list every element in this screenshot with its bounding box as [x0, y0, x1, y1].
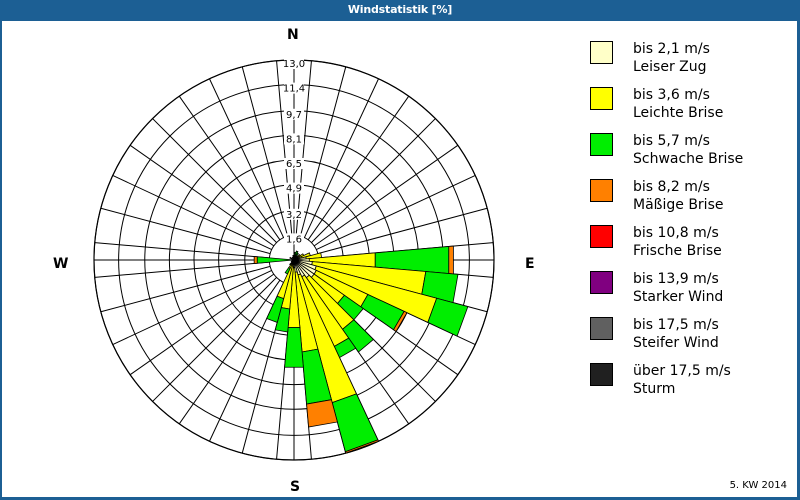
- north-label: N: [287, 27, 299, 43]
- ring-label: 8,1: [286, 134, 302, 145]
- west-label: W: [53, 256, 69, 272]
- wind-sector: [393, 310, 408, 333]
- wind-sector: [284, 267, 291, 275]
- wind-sector: [448, 245, 454, 275]
- legend-name: Mäßige Brise: [633, 197, 724, 213]
- legend-swatch: [590, 363, 613, 386]
- ring-label: 13,0: [283, 59, 305, 70]
- wind-sector: [289, 261, 293, 266]
- wind-sector: [341, 319, 375, 353]
- ring-label: 3,2: [286, 210, 302, 221]
- legend-swatch: [590, 133, 613, 156]
- legend-item: bis 5,7 m/s Schwache Brise: [590, 133, 790, 179]
- legend-name: Steifer Wind: [633, 335, 719, 351]
- legend-swatch: [590, 179, 613, 202]
- legend-range: bis 13,9 m/s: [633, 271, 719, 287]
- ring-label: 6,5: [286, 159, 302, 170]
- legend-name: Frische Brise: [633, 243, 722, 259]
- wind-sector: [266, 295, 285, 323]
- legend-item: bis 13,9 m/s Starker Wind: [590, 271, 790, 317]
- wind-sector: [292, 254, 295, 259]
- legend-item: bis 8,2 m/s Mäßige Brise: [590, 179, 790, 225]
- legend-name: Schwache Brise: [633, 151, 744, 167]
- wind-rose-plot: 1,6 3,2 4,9 6,5 8,1 9,7 11,4 13,0: [93, 58, 495, 461]
- ring-label: 11,4: [283, 84, 305, 95]
- legend-swatch: [590, 271, 613, 294]
- legend-swatch: [590, 87, 613, 110]
- wind-sector: [306, 399, 338, 428]
- legend-swatch: [590, 317, 613, 340]
- wind-sector: [253, 256, 258, 264]
- legend-range: bis 8,2 m/s: [633, 179, 710, 195]
- legend-swatch: [590, 225, 613, 248]
- wind-sector: [344, 439, 380, 454]
- legend-item: bis 2,1 m/s Leiser Zug: [590, 41, 790, 87]
- legend-item: bis 17,5 m/s Steifer Wind: [590, 317, 790, 363]
- legend-item: bis 10,8 m/s Frische Brise: [590, 225, 790, 271]
- legend-range: über 17,5 m/s: [633, 363, 731, 379]
- south-label: S: [290, 479, 301, 495]
- legend-swatch: [590, 41, 613, 64]
- wind-sector: [289, 256, 294, 260]
- legend-range: bis 17,5 m/s: [633, 317, 719, 333]
- legend-item: über 17,5 m/s Sturm: [590, 363, 790, 409]
- legend-range: bis 5,7 m/s: [633, 133, 710, 149]
- ring-label: 9,7: [286, 110, 302, 121]
- legend-range: bis 3,6 m/s: [633, 87, 710, 103]
- ring-label: 1,6: [286, 234, 302, 245]
- window-title: Windstatistik [%]: [347, 3, 453, 16]
- legend-name: Sturm: [633, 381, 676, 397]
- wind-sector: [284, 327, 304, 368]
- legend-range: bis 10,8 m/s: [633, 225, 719, 241]
- period-label: 5. KW 2014: [729, 480, 787, 491]
- legend-name: Leiser Zug: [633, 59, 707, 75]
- legend-range: bis 2,1 m/s: [633, 41, 710, 57]
- legend-name: Leichte Brise: [633, 105, 724, 121]
- wind-sector: [427, 297, 469, 337]
- legend-item: bis 3,6 m/s Leichte Brise: [590, 87, 790, 133]
- ring-label: 4,9: [286, 184, 302, 195]
- east-label: E: [525, 256, 535, 272]
- legend-name: Starker Wind: [633, 289, 724, 305]
- chart-canvas: 1,6 3,2 4,9 6,5 8,1 9,7 11,4 13,0 N E S W bis 2…: [2, 21, 797, 497]
- wind-sector: [274, 307, 291, 333]
